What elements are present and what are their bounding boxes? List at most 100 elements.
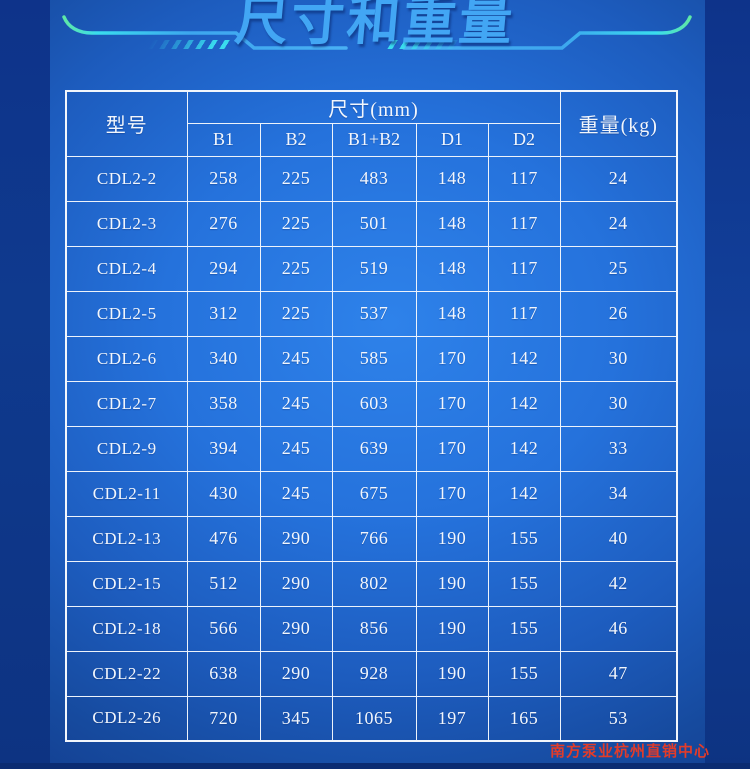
col-header-dimensions-group: 尺寸(mm) bbox=[186, 90, 561, 124]
dimension-cell: 142 bbox=[487, 335, 561, 382]
weight-cell: 30 bbox=[559, 335, 678, 382]
model-cell: CDL2-13 bbox=[65, 515, 188, 562]
dimension-cell: 720 bbox=[186, 695, 261, 742]
spec-table-body: CDL2-2 258 225 483 148 117 24 CDL2-3 276 225 501 14… bbox=[65, 155, 678, 742]
dimension-cell: 148 bbox=[415, 155, 489, 202]
col-header-model: 型号 bbox=[65, 90, 188, 157]
dimension-cell: 537 bbox=[331, 290, 417, 337]
dimension-cell: 290 bbox=[259, 650, 333, 697]
weight-cell: 26 bbox=[559, 290, 678, 337]
table-row: CDL2-3 276 225 501 148 117 24 bbox=[65, 200, 678, 247]
dimension-cell: 566 bbox=[186, 605, 261, 652]
dimension-cell: 501 bbox=[331, 200, 417, 247]
dimension-cell: 225 bbox=[259, 290, 333, 337]
model-cell: CDL2-18 bbox=[65, 605, 188, 652]
dimension-cell: 358 bbox=[186, 380, 261, 427]
weight-cell: 33 bbox=[559, 425, 678, 472]
dimension-cell: 290 bbox=[259, 560, 333, 607]
model-cell: CDL2-5 bbox=[65, 290, 188, 337]
dimension-cell: 394 bbox=[186, 425, 261, 472]
weight-cell: 25 bbox=[559, 245, 678, 292]
dimension-cell: 1065 bbox=[331, 695, 417, 742]
model-cell: CDL2-26 bbox=[65, 695, 188, 742]
weight-cell: 42 bbox=[559, 560, 678, 607]
dimension-cell: 245 bbox=[259, 470, 333, 517]
table-row: CDL2-6 340 245 585 170 142 30 bbox=[65, 335, 678, 382]
table-row: CDL2-4 294 225 519 148 117 25 bbox=[65, 245, 678, 292]
watermark-text: 南方泵业杭州直销中心 bbox=[549, 743, 710, 760]
dimension-cell: 155 bbox=[487, 650, 561, 697]
dimension-cell: 483 bbox=[331, 155, 417, 202]
dimension-cell: 476 bbox=[186, 515, 261, 562]
dimension-cell: 290 bbox=[259, 515, 333, 562]
dimension-cell: 142 bbox=[487, 470, 561, 517]
weight-cell: 53 bbox=[559, 695, 678, 742]
table-row: CDL2-7 358 245 603 170 142 30 bbox=[65, 380, 678, 427]
dimension-cell: 148 bbox=[415, 200, 489, 247]
model-cell: CDL2-4 bbox=[65, 245, 188, 292]
dimension-cell: 245 bbox=[259, 380, 333, 427]
model-cell: CDL2-9 bbox=[65, 425, 188, 472]
table-row: CDL2-11 430 245 675 170 142 34 bbox=[65, 470, 678, 517]
model-cell: CDL2-15 bbox=[65, 560, 188, 607]
dimension-cell: 245 bbox=[259, 425, 333, 472]
weight-cell: 24 bbox=[559, 200, 678, 247]
dimension-cell: 225 bbox=[259, 200, 333, 247]
right-decor-line bbox=[402, 15, 692, 50]
left-decor-line bbox=[62, 15, 348, 50]
table-row: CDL2-15 512 290 802 190 155 42 bbox=[65, 560, 678, 607]
model-cell: CDL2-6 bbox=[65, 335, 188, 382]
dimension-cell: 245 bbox=[259, 335, 333, 382]
dimension-cell: 512 bbox=[186, 560, 261, 607]
dimension-cell: 165 bbox=[487, 695, 561, 742]
weight-cell: 40 bbox=[559, 515, 678, 562]
dimension-cell: 430 bbox=[186, 470, 261, 517]
dimension-cell: 312 bbox=[186, 290, 261, 337]
dimension-cell: 155 bbox=[487, 515, 561, 562]
left-edge-strip bbox=[0, 0, 50, 769]
dimension-cell: 117 bbox=[487, 200, 561, 247]
dimension-cell: 155 bbox=[487, 605, 561, 652]
spec-table-header: 型号 尺寸(mm) 重量(kg) B1 B2 B1+B2 D1 D2 bbox=[65, 90, 678, 157]
dimension-cell: 802 bbox=[331, 560, 417, 607]
dimension-cell: 197 bbox=[415, 695, 489, 742]
col-header-dimension: B1+B2 bbox=[331, 122, 417, 157]
dimension-cell: 345 bbox=[259, 695, 333, 742]
weight-cell: 30 bbox=[559, 380, 678, 427]
table-row: CDL2-9 394 245 639 170 142 33 bbox=[65, 425, 678, 472]
weight-cell: 46 bbox=[559, 605, 678, 652]
dimension-cell: 190 bbox=[415, 515, 489, 562]
weight-cell: 24 bbox=[559, 155, 678, 202]
weight-cell: 47 bbox=[559, 650, 678, 697]
model-cell: CDL2-2 bbox=[65, 155, 188, 202]
dimension-cell: 170 bbox=[415, 380, 489, 427]
table-row: CDL2-22 638 290 928 190 155 47 bbox=[65, 650, 678, 697]
dimension-cell: 276 bbox=[186, 200, 261, 247]
dimension-cell: 856 bbox=[331, 605, 417, 652]
dimension-cell: 117 bbox=[487, 245, 561, 292]
model-cell: CDL2-11 bbox=[65, 470, 188, 517]
dimension-cell: 170 bbox=[415, 425, 489, 472]
header-sub-row: B1 B2 B1+B2 D1 D2 bbox=[66, 122, 677, 157]
col-header-dimension: D2 bbox=[487, 122, 561, 157]
dimension-cell: 117 bbox=[487, 290, 561, 337]
col-header-dimension: B1 bbox=[186, 122, 261, 157]
dimension-cell: 290 bbox=[259, 605, 333, 652]
dimension-cell: 294 bbox=[186, 245, 261, 292]
title-banner: 尺寸和重量 bbox=[0, 0, 750, 62]
page-title: 尺寸和重量 bbox=[232, 0, 518, 52]
dimension-cell: 225 bbox=[259, 155, 333, 202]
weight-cell: 34 bbox=[559, 470, 678, 517]
dimension-cell: 170 bbox=[415, 470, 489, 517]
dimension-cell: 142 bbox=[487, 425, 561, 472]
table-row: CDL2-26 720 345 1065 197 165 53 bbox=[65, 695, 678, 742]
col-header-weight: 重量(kg) bbox=[559, 90, 678, 157]
title-decoration-lines bbox=[62, 15, 692, 50]
dimension-cell: 638 bbox=[186, 650, 261, 697]
header-group-row: 型号 尺寸(mm) 重量(kg) bbox=[65, 90, 678, 157]
dimension-cell: 190 bbox=[415, 650, 489, 697]
table-row: CDL2-13 476 290 766 190 155 40 bbox=[65, 515, 678, 562]
dimension-cell: 225 bbox=[259, 245, 333, 292]
dimension-cell: 170 bbox=[415, 335, 489, 382]
